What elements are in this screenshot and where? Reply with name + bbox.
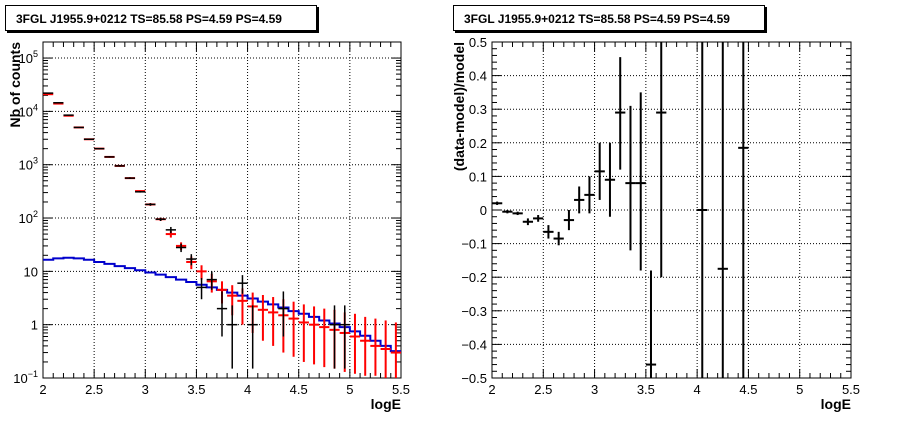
x-tick-label: 5 (346, 382, 353, 397)
y-tick-label: 0 (480, 203, 487, 218)
x-tick-label: 5 (796, 382, 803, 397)
model-point (319, 309, 329, 367)
y-axis-title: (data-model)/model (451, 42, 467, 171)
data-point (84, 139, 94, 140)
data-point (53, 102, 63, 103)
x-tick-label: 4.5 (290, 382, 308, 397)
data-point (115, 165, 125, 166)
x-tick-label: 3.5 (637, 382, 655, 397)
left-chart-title: 3FGL J1955.9+0212 TS=85.58 PS=4.59 PS=4.… (5, 5, 317, 31)
residual-point (533, 215, 543, 222)
y-tick-label: 10−1 (13, 369, 38, 386)
data-point (329, 305, 339, 368)
x-tick-label: 3 (142, 382, 149, 397)
residual-point (502, 210, 512, 213)
model-point (309, 306, 319, 364)
x-tick-label: 4 (694, 382, 701, 397)
data-point (196, 278, 206, 299)
plot-frame (492, 42, 851, 378)
x-tick-label: 2 (39, 382, 46, 397)
residual-point (584, 176, 594, 213)
y-tick-label: −0.2 (461, 270, 487, 285)
data-point (186, 254, 196, 265)
y-tick-label: 1 (31, 318, 38, 333)
residual-point (564, 210, 574, 230)
residual-point (492, 202, 502, 205)
data-point (125, 177, 135, 179)
model-point (237, 288, 247, 324)
residual-point (523, 218, 533, 225)
model-point (196, 265, 206, 279)
y-tick-label: 102 (19, 209, 38, 226)
data-point (237, 275, 247, 294)
x-tick-label: 2 (488, 382, 495, 397)
residual-point (697, 42, 707, 378)
x-tick-label: 3 (591, 382, 598, 397)
residual-point (605, 143, 615, 217)
y-axis-title: Nb of counts (7, 42, 23, 128)
x-tick-label: 3.5 (187, 382, 205, 397)
residual-point (513, 212, 523, 215)
x-tick-label: 5.5 (842, 382, 860, 397)
data-point (340, 305, 350, 368)
data-point (74, 127, 84, 128)
data-point (248, 305, 258, 368)
residual-point (595, 143, 605, 200)
x-tick-label: 2.5 (534, 382, 552, 397)
y-tick-label: 10 (24, 264, 38, 279)
residual-point (656, 42, 666, 277)
model-point (381, 320, 391, 378)
residual-point (646, 270, 656, 378)
y-tick-label: −0.1 (461, 237, 487, 252)
data-point (278, 291, 288, 336)
axis-frame (492, 42, 851, 378)
data-point (135, 191, 145, 192)
x-tick-label: 5.5 (392, 382, 410, 397)
model-point (370, 319, 380, 376)
right-chart-title: 3FGL J1955.9+0212 TS=85.58 PS=4.59 PS=4.… (453, 5, 765, 31)
residual-point (636, 92, 646, 270)
plot-panel-1: 2 2.5 3 3.5 4 4.5 5 5.5 −0.5 −0.4 −0.3 −0.2 −0.1 0 0.1… (451, 35, 860, 412)
y-tick-label: 0.2 (469, 136, 487, 151)
x-tick-label: 2.5 (85, 382, 103, 397)
y-tick-label: 0.5 (469, 35, 487, 50)
model-point (350, 314, 360, 374)
data-point (63, 115, 73, 116)
residual-point (543, 225, 553, 238)
data-point (104, 156, 114, 157)
residual-point (625, 106, 635, 250)
y-tick-label: 0.1 (469, 169, 487, 184)
x-axis-title: logE (371, 396, 401, 412)
y-tick-label: −0.4 (461, 337, 487, 352)
residual-point (615, 57, 625, 170)
data-point (166, 227, 176, 233)
residual-series (492, 42, 748, 378)
residual-point (738, 42, 748, 378)
data-point (227, 305, 237, 368)
x-tick-label: 4.5 (739, 382, 757, 397)
grid-lines (492, 42, 851, 378)
y-tick-label: −0.3 (461, 304, 487, 319)
y-tick-label: 103 (19, 156, 38, 173)
data-point (94, 148, 104, 149)
model-point (288, 302, 298, 357)
y-tick-label: 0.4 (469, 69, 487, 84)
y-tick-label: 0.3 (469, 102, 487, 117)
model-point (360, 317, 370, 376)
y-tick-label: −0.5 (461, 371, 487, 386)
x-tick-label: 4 (244, 382, 251, 397)
residual-point (574, 186, 584, 213)
data-point (217, 291, 227, 336)
x-axis-title: logE (821, 396, 851, 412)
